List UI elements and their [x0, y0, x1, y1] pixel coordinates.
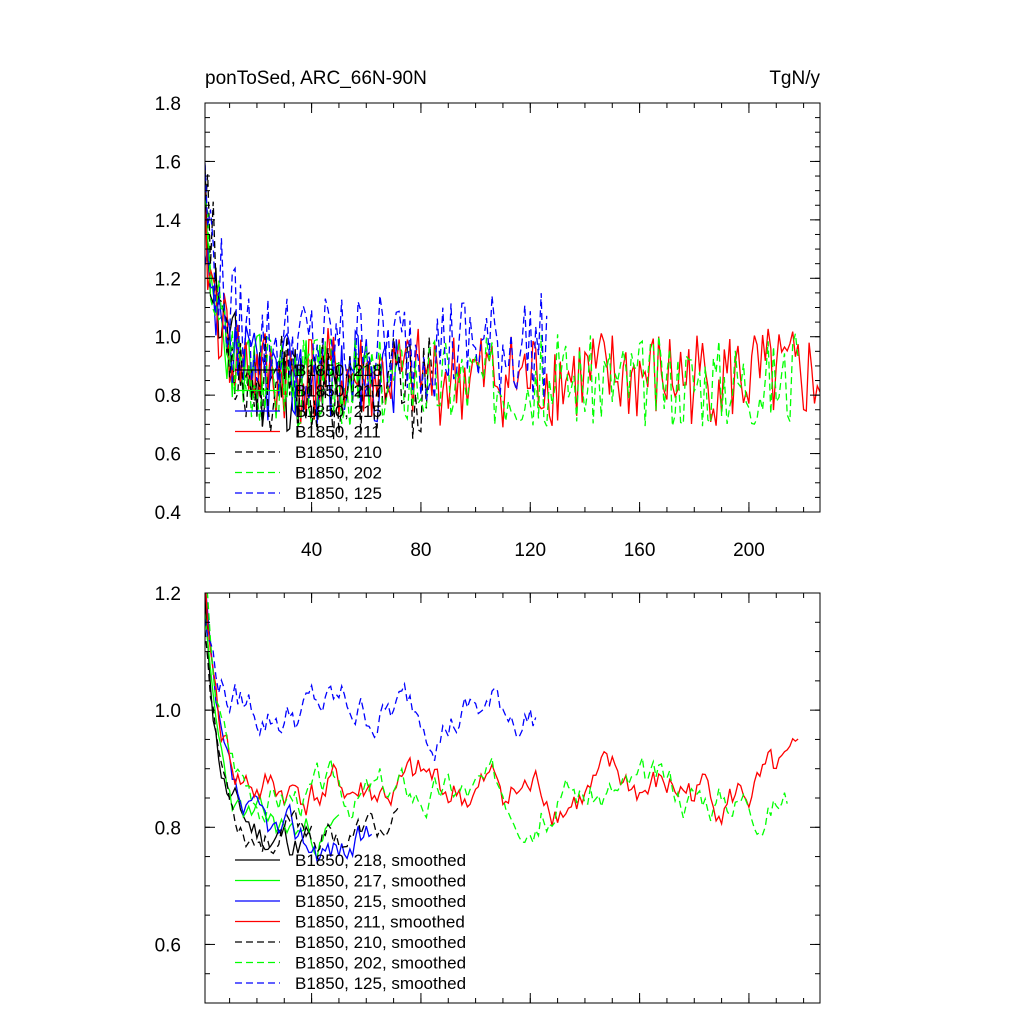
bottom-legend-label: B1850, 211, smoothed — [295, 913, 465, 932]
bottom-series-line-2 — [205, 593, 373, 863]
top-ytick-label: 1.8 — [155, 94, 181, 115]
top-legend-label: B1850, 125 — [295, 484, 382, 503]
bottom-legend-label: B1850, 218, smoothed — [295, 851, 466, 870]
top-ytick-label: 1.4 — [155, 211, 182, 232]
top-ytick-label: 1.2 — [155, 269, 181, 290]
top-legend-label: B1850, 217 — [295, 382, 382, 401]
bottom-legend-label: B1850, 202, smoothed — [295, 954, 466, 973]
top-xtick-label: 160 — [624, 540, 656, 561]
top-panel: ponToSed, ARC_66N-90N TgN/y 0.4 0.6 0.8 1.0… — [155, 68, 821, 561]
bottom-legend-label: B1850, 217, smoothed — [295, 872, 466, 891]
bottom-panel: 0.60.81.01.2 B1850, 218, smoothedB1850, … — [155, 584, 821, 1004]
bottom-ytick-label: 0.6 — [155, 935, 181, 956]
bottom-legend-label: B1850, 210, smoothed — [295, 933, 466, 952]
top-series-line-4 — [205, 174, 433, 441]
top-series-line-6 — [205, 163, 548, 401]
top-legend-label: B1850, 218 — [295, 361, 382, 380]
top-xtick-label: 80 — [410, 540, 431, 561]
bottom-series-group — [205, 593, 799, 863]
top-legend-label: B1850, 202 — [295, 464, 382, 483]
top-xtick-label: 120 — [514, 540, 546, 561]
bottom-series-line-5 — [206, 593, 788, 845]
top-ticks: 0.4 0.6 0.8 1.0 1.2 1.4 1.6 1.8 40 80 120 160 200 — [155, 94, 820, 561]
top-ytick-label: 0.8 — [155, 386, 181, 407]
bottom-ytick-label: 1.2 — [155, 584, 181, 605]
top-ytick-label: 0.4 — [155, 503, 182, 524]
bottom-series-line-3 — [205, 593, 799, 827]
top-ytick-label: 1.0 — [155, 328, 181, 349]
bottom-ytick-label: 1.0 — [155, 701, 181, 722]
bottom-legend: B1850, 218, smoothed B1850, 217, smoothed… — [235, 851, 466, 993]
bottom-legend-label: B1850, 125, smoothed — [295, 974, 466, 993]
top-ytick-label: 0.6 — [155, 445, 181, 466]
top-series-group — [205, 163, 820, 441]
top-title-right: TgN/y — [769, 68, 820, 89]
top-title-left: ponToSed, ARC_66N-90N — [205, 68, 427, 89]
top-series-line-5 — [205, 199, 799, 428]
bottom-series-line-6 — [205, 618, 537, 761]
bottom-series-line-4 — [205, 630, 400, 855]
bottom-legend-label: B1850, 215, smoothed — [295, 892, 466, 911]
top-ytick-label: 1.6 — [155, 152, 181, 173]
top-legend-label: B1850, 211 — [295, 423, 381, 442]
top-xtick-label: 200 — [733, 540, 765, 561]
bottom-ytick-label: 0.8 — [155, 818, 181, 839]
bottom-series-line-0 — [205, 593, 313, 856]
bottom-ticks: 0.6 0.8 1.0 1.2 — [155, 584, 820, 1004]
top-legend-label: B1850, 210 — [295, 443, 382, 462]
top-xtick-label: 40 — [301, 540, 322, 561]
top-legend-label: B1850, 215 — [295, 402, 382, 421]
